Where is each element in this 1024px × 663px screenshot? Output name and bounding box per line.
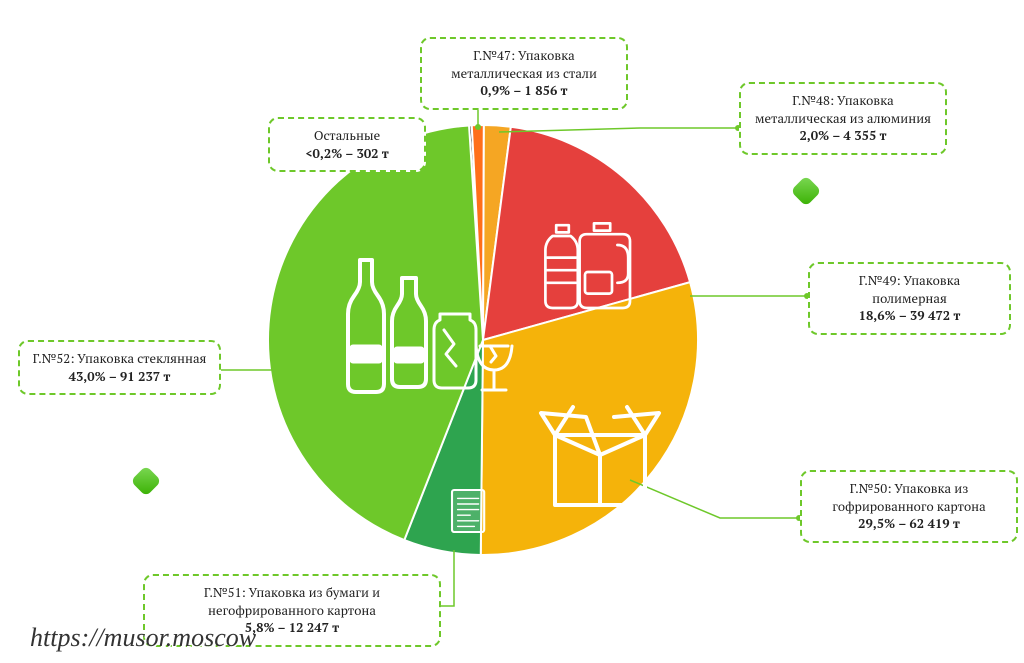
label-g52: Г.№52: Упаковка стеклянная43,0% – 91 237… bbox=[18, 340, 221, 395]
label-title: Г.№50: Упаковка из гофрированного картон… bbox=[814, 480, 1004, 515]
label-g49: Г.№49: Упаковка полимерная18,6% – 39 472… bbox=[808, 262, 1011, 335]
label-title: Г.№48: Упаковка металлическая из алюмини… bbox=[753, 92, 933, 127]
label-value: 18,6% – 39 472 т bbox=[822, 307, 997, 325]
label-title: Остальные bbox=[282, 127, 412, 145]
label-value: <0,2% – 302 т bbox=[282, 145, 412, 163]
label-title: Г.№49: Упаковка полимерная bbox=[822, 272, 997, 307]
label-value: 29,5% – 62 419 т bbox=[814, 515, 1004, 533]
leader-dot-g47 bbox=[475, 124, 481, 130]
label-g48: Г.№48: Упаковка металлическая из алюмини… bbox=[739, 82, 947, 155]
label-title: Г.№52: Упаковка стеклянная bbox=[32, 350, 207, 368]
watermark-text: https://musor.moscow bbox=[30, 623, 256, 653]
label-title: Г.№47: Упаковка металлическая из стали bbox=[434, 47, 614, 82]
label-value: 2,0% – 4 355 т bbox=[753, 127, 933, 145]
paper-icon bbox=[452, 490, 484, 532]
label-value: 43,0% – 91 237 т bbox=[32, 368, 207, 386]
label-title: Г.№51: Упаковка из бумаги и негофрирован… bbox=[157, 584, 427, 619]
leader-g50 bbox=[630, 480, 799, 518]
label-other: Остальные<0,2% – 302 т bbox=[268, 117, 426, 172]
label-g47: Г.№47: Упаковка металлическая из стали0,… bbox=[420, 37, 628, 110]
label-g50: Г.№50: Упаковка из гофрированного картон… bbox=[800, 470, 1018, 543]
label-value: 0,9% – 1 856 т bbox=[434, 82, 614, 100]
leader-g48 bbox=[499, 128, 738, 132]
pie-chart-figure: { "chart": { "type": "pie", "center_x": … bbox=[0, 0, 1024, 663]
